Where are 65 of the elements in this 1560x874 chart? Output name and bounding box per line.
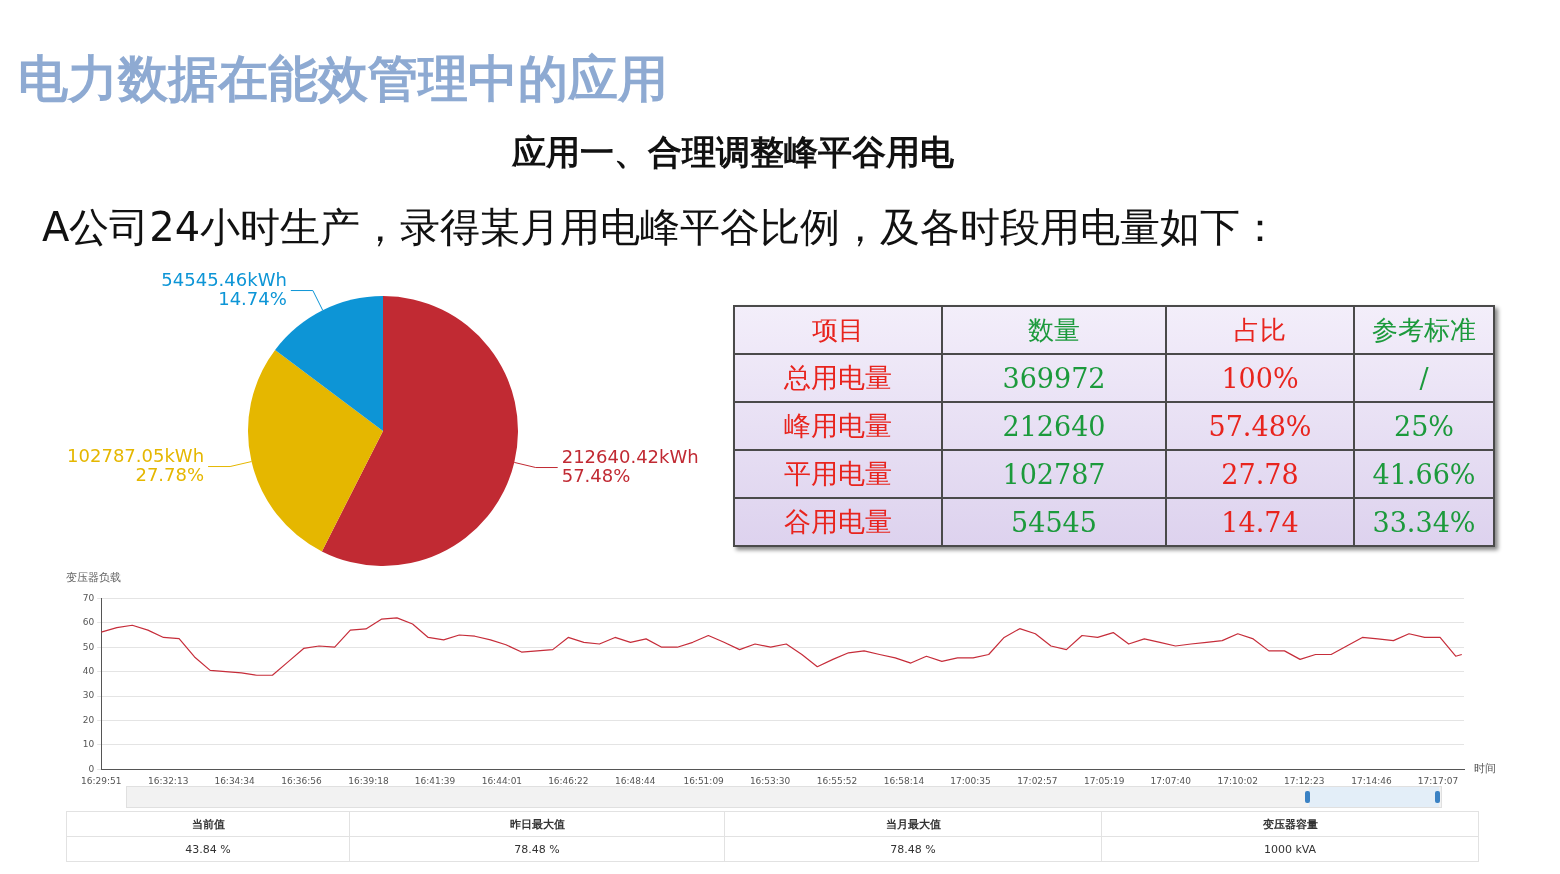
x-tick-label: 17:12:23 — [1283, 775, 1325, 786]
x-tick-label: 16:44:01 — [481, 775, 523, 786]
text: 变压器容量 — [1101, 811, 1479, 837]
text: 78.48 % — [724, 836, 1102, 862]
x-tick-label: 16:41:39 — [414, 775, 456, 786]
data-label: 102787.05kWh 27.78% — [67, 444, 205, 485]
text: 212640 — [942, 402, 1166, 450]
text: 78.48 % — [349, 836, 725, 862]
chart-title: 电力数据在能效管理中的应用 — [18, 49, 668, 110]
x-tick-label: 17:14:46 — [1351, 775, 1393, 786]
x-tick-label: 17:05:19 — [1084, 775, 1125, 786]
text: 41.66% — [1354, 450, 1494, 498]
y-tick-label: 70 — [82, 592, 95, 603]
text: 1000 kVA — [1101, 836, 1479, 862]
text: 昨日最大值 — [349, 811, 725, 837]
x-tick-label: 17:02:57 — [1017, 775, 1058, 786]
x-tick-label: 16:53:30 — [749, 775, 791, 786]
text: 57.48% — [1166, 402, 1354, 450]
category-label: 占比 — [1166, 306, 1354, 354]
x-tick-label: 16:36:56 — [281, 775, 323, 786]
x-tick-label: 16:55:52 — [816, 775, 858, 786]
text: 25% — [1354, 402, 1494, 450]
text: 平用电量 — [734, 450, 942, 498]
y-tick-label: 30 — [82, 690, 95, 701]
y-tick-label: 60 — [82, 617, 95, 628]
y-tick-label: 40 — [82, 665, 95, 676]
x-tick-label: 16:51:09 — [683, 775, 725, 786]
x-tick-label: 16:58:14 — [883, 775, 925, 786]
text: / — [1354, 354, 1494, 402]
text: 43.84 % — [66, 836, 350, 862]
text: 峰用电量 — [734, 402, 942, 450]
category-label: 项目 — [734, 306, 942, 354]
category-label: 参考标准 — [1354, 306, 1494, 354]
text: 应用一、合理调整峰平谷用电 — [511, 131, 955, 174]
y-tick-label: 10 — [82, 739, 95, 750]
text: 27.78 — [1166, 450, 1354, 498]
text: 总用电量 — [734, 354, 942, 402]
text: A公司24小时生产，录得某月用电峰平谷比例，及各时段用电量如下： — [42, 203, 1281, 252]
text: 谷用电量 — [734, 498, 942, 546]
data-label: 212640.42kWh 57.48% — [561, 445, 699, 486]
x-tick-label: 17:10:02 — [1217, 775, 1258, 786]
text: 369972 — [942, 354, 1166, 402]
text: 当月最大值 — [724, 811, 1102, 837]
y-tick-label: 0 — [88, 763, 95, 774]
text: 100% — [1166, 354, 1354, 402]
x-tick-label: 16:39:18 — [348, 775, 389, 786]
chart-title: 变压器负载 — [66, 570, 121, 585]
x-tick-label: 16:48:44 — [615, 775, 656, 786]
category-label: 数量 — [942, 306, 1166, 354]
text: 54545 — [942, 498, 1166, 546]
text: 102787 — [942, 450, 1166, 498]
text: 当前值 — [66, 811, 350, 837]
x-tick-label: 16:34:34 — [214, 775, 256, 786]
data-label: 54545.46kWh 14.74% — [161, 268, 287, 309]
x-tick-label: 16:32:13 — [147, 775, 189, 786]
x-tick-label: 17:07:40 — [1150, 775, 1192, 786]
x-tick-label: 17:00:35 — [950, 775, 991, 786]
x-tick-label: 16:29:51 — [81, 775, 122, 786]
text: 14.74 — [1166, 498, 1354, 546]
x-tick-label: 17:17:07 — [1417, 775, 1459, 786]
x-tick-label: 16:46:22 — [548, 775, 589, 786]
y-tick-label: 20 — [82, 714, 95, 725]
text: 33.34% — [1354, 498, 1494, 546]
y-tick-label: 50 — [82, 641, 95, 652]
x-axis-title: 时间 — [1474, 762, 1496, 776]
